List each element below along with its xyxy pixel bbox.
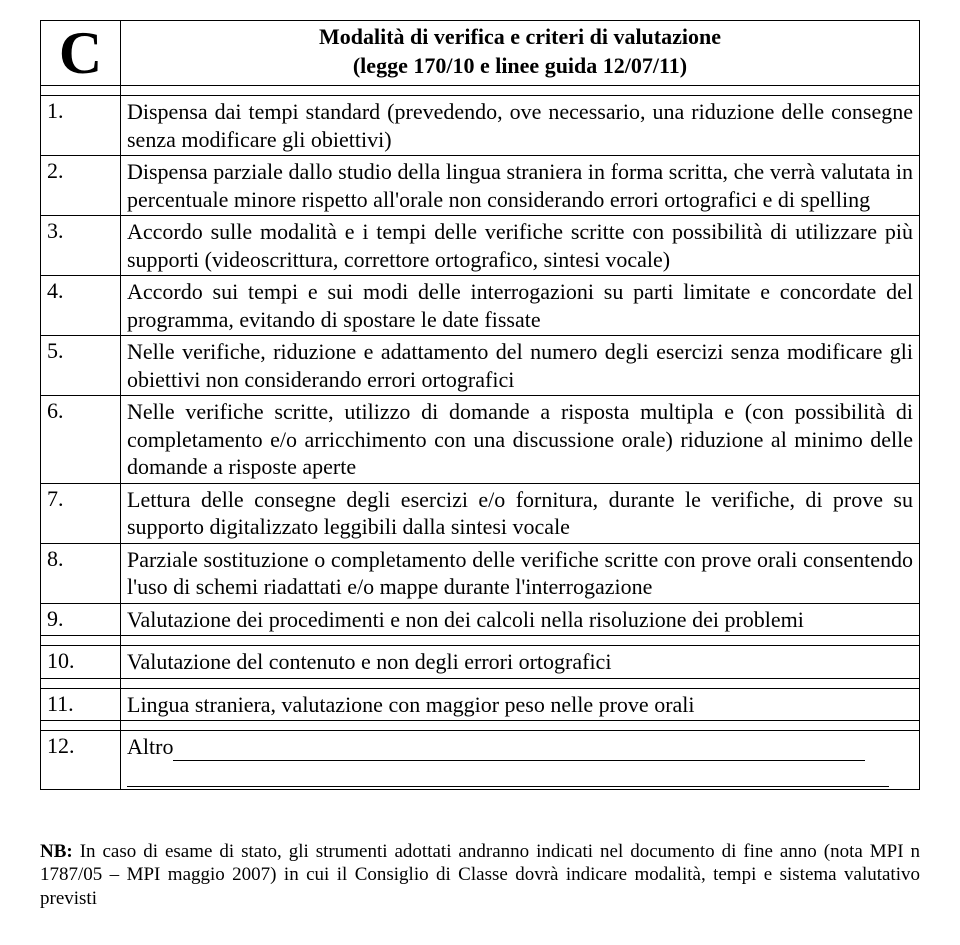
- table-row: 11.Lingua straniera, valutazione con mag…: [41, 688, 920, 721]
- row-description: Dispensa parziale dallo studio della lin…: [121, 156, 920, 216]
- row-description: Nelle verifiche, riduzione e adattamento…: [121, 336, 920, 396]
- row-number: 7.: [41, 483, 121, 543]
- row-number: 6.: [41, 396, 121, 484]
- table-row: 3.Accordo sulle modalità e i tempi delle…: [41, 216, 920, 276]
- row-number: 3.: [41, 216, 121, 276]
- table-row: 10.Valutazione del contenuto e non degli…: [41, 646, 920, 679]
- row-description: Nelle verifiche scritte, utilizzo di dom…: [121, 396, 920, 484]
- row-description: Dispensa dai tempi standard (prevedendo,…: [121, 96, 920, 156]
- footnote: NB: In caso di esame di stato, gli strum…: [40, 840, 920, 911]
- spacer-cell: [121, 86, 920, 96]
- spacer-cell: [41, 636, 121, 646]
- spacer-cell: [41, 721, 121, 731]
- row-number: 8.: [41, 543, 121, 603]
- row-description: Lettura delle consegne degli esercizi e/…: [121, 483, 920, 543]
- row-description: Parziale sostituzione o completamento de…: [121, 543, 920, 603]
- row-description: Accordo sui tempi e sui modi delle inter…: [121, 276, 920, 336]
- altro-blank-line: [173, 760, 865, 761]
- table-row: 7.Lettura delle consegne degli esercizi …: [41, 483, 920, 543]
- row-number: 9.: [41, 603, 121, 636]
- footnote-text: In caso di esame di stato, gli strumenti…: [40, 841, 920, 910]
- table-row: 6.Nelle verifiche scritte, utilizzo di d…: [41, 396, 920, 484]
- spacer-cell: [41, 678, 121, 688]
- table-row: 5.Nelle verifiche, riduzione e adattamen…: [41, 336, 920, 396]
- altro-label: Altro: [127, 734, 173, 759]
- spacer-cell: [121, 636, 920, 646]
- row-number: 2.: [41, 156, 121, 216]
- spacer-cell: [41, 86, 121, 96]
- row-number: 5.: [41, 336, 121, 396]
- row-altro: Altro: [121, 731, 920, 790]
- row-number: 1.: [41, 96, 121, 156]
- table-row: 4.Accordo sui tempi e sui modi delle int…: [41, 276, 920, 336]
- row-description: Valutazione dei procedimenti e non dei c…: [121, 603, 920, 636]
- table-row: 1.Dispensa dai tempi standard (prevedend…: [41, 96, 920, 156]
- criteria-table: CModalità di verifica e criteri di valut…: [40, 20, 920, 790]
- spacer-cell: [121, 721, 920, 731]
- altro-blank-line: [127, 763, 889, 787]
- spacer-cell: [121, 678, 920, 688]
- section-title: Modalità di verifica e criteri di valuta…: [121, 21, 920, 86]
- table-row: 9.Valutazione dei procedimenti e non dei…: [41, 603, 920, 636]
- table-row: 8.Parziale sostituzione o completamento …: [41, 543, 920, 603]
- table-row-altro: 12.Altro: [41, 731, 920, 790]
- row-number: 10.: [41, 646, 121, 679]
- table-row: 2.Dispensa parziale dallo studio della l…: [41, 156, 920, 216]
- row-number: 11.: [41, 688, 121, 721]
- row-description: Valutazione del contenuto e non degli er…: [121, 646, 920, 679]
- section-letter: C: [41, 21, 121, 86]
- footnote-nb: NB:: [40, 841, 73, 862]
- row-number: 12.: [41, 731, 121, 790]
- row-description: Lingua straniera, valutazione con maggio…: [121, 688, 920, 721]
- row-description: Accordo sulle modalità e i tempi delle v…: [121, 216, 920, 276]
- row-number: 4.: [41, 276, 121, 336]
